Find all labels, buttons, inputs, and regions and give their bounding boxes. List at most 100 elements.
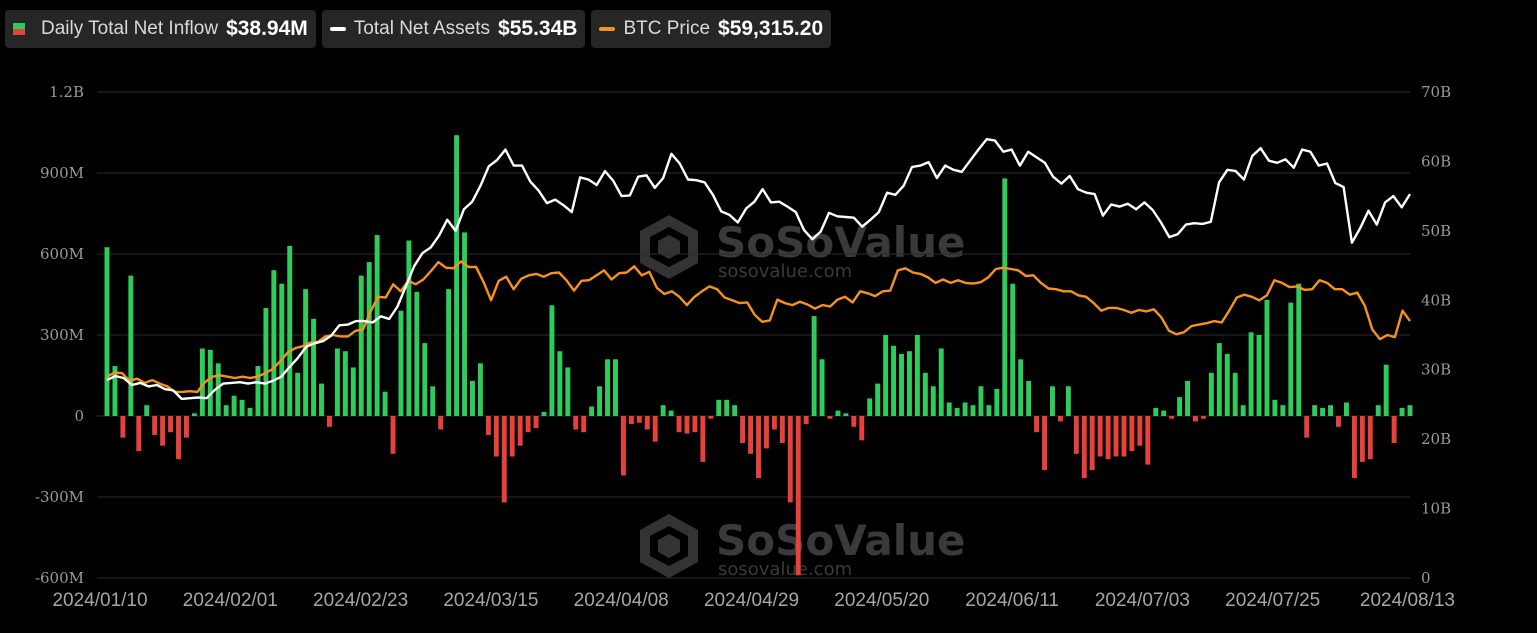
inflow-bar[interactable] — [1089, 416, 1095, 470]
inflow-bar[interactable] — [1161, 410, 1167, 416]
inflow-bar[interactable] — [1399, 407, 1405, 416]
inflow-bar[interactable] — [994, 389, 1000, 416]
inflow-bar[interactable] — [954, 407, 960, 416]
inflow-bar[interactable] — [636, 416, 642, 423]
inflow-bar[interactable] — [1224, 353, 1230, 416]
inflow-bar[interactable] — [692, 416, 698, 433]
inflow-bar[interactable] — [597, 386, 603, 416]
inflow-bar[interactable] — [573, 416, 579, 430]
inflow-bar[interactable] — [454, 135, 460, 416]
inflow-bar[interactable] — [485, 416, 491, 435]
inflow-bar[interactable] — [311, 318, 317, 416]
inflow-bar[interactable] — [922, 372, 928, 416]
inflow-bar[interactable] — [1153, 407, 1159, 416]
inflow-bar[interactable] — [1256, 335, 1262, 416]
inflow-bar[interactable] — [891, 345, 897, 416]
inflow-bar[interactable] — [1026, 380, 1032, 416]
inflow-bar[interactable] — [946, 402, 952, 417]
inflow-bar[interactable] — [1383, 364, 1389, 416]
inflow-bar[interactable] — [263, 308, 269, 416]
inflow-bar[interactable] — [581, 416, 587, 433]
inflow-bar[interactable] — [350, 367, 356, 416]
inflow-bar[interactable] — [255, 366, 261, 416]
inflow-bar[interactable] — [374, 235, 380, 416]
inflow-bar[interactable] — [1113, 416, 1119, 457]
inflow-bar[interactable] — [652, 416, 658, 442]
inflow-bar[interactable] — [303, 289, 309, 416]
inflow-bar[interactable] — [1185, 380, 1190, 416]
inflow-bar[interactable] — [970, 405, 976, 416]
legend-item-btc-price[interactable]: BTC Price $59,315.20 — [591, 10, 832, 48]
total-net-assets-line[interactable] — [106, 137, 1412, 401]
inflow-bar[interactable] — [215, 363, 221, 416]
inflow-bar[interactable] — [334, 348, 340, 417]
inflow-bar[interactable] — [875, 383, 881, 416]
inflow-bar[interactable] — [756, 416, 761, 479]
inflow-bar[interactable] — [358, 275, 364, 416]
inflow-bar[interactable] — [1375, 405, 1381, 416]
inflow-bar[interactable] — [398, 310, 404, 416]
inflow-bar[interactable] — [1359, 416, 1365, 462]
inflow-bar[interactable] — [883, 335, 889, 416]
inflow-bar[interactable] — [319, 383, 324, 416]
inflow-bar[interactable] — [1073, 416, 1079, 454]
inflow-bar[interactable] — [620, 416, 626, 476]
inflow-bar[interactable] — [1034, 416, 1040, 433]
inflow-bar[interactable] — [517, 416, 523, 446]
inflow-bar[interactable] — [247, 407, 253, 416]
inflow-bar[interactable] — [327, 416, 332, 427]
inflow-bar[interactable] — [1097, 416, 1103, 457]
inflow-bar[interactable] — [223, 405, 229, 416]
inflow-bar[interactable] — [1169, 416, 1175, 419]
inflow-bar[interactable] — [1010, 283, 1016, 416]
inflow-bar[interactable] — [557, 351, 563, 416]
inflow-bar[interactable] — [914, 335, 920, 416]
inflow-bar[interactable] — [906, 351, 912, 416]
inflow-bar[interactable] — [660, 405, 666, 416]
inflow-bar[interactable] — [628, 416, 634, 425]
inflow-bar[interactable] — [795, 416, 801, 576]
inflow-bar[interactable] — [1200, 416, 1206, 419]
inflow-bar[interactable] — [1296, 283, 1302, 416]
inflow-bar[interactable] — [1193, 416, 1198, 422]
inflow-bar[interactable] — [279, 283, 285, 416]
inflow-bar[interactable] — [191, 413, 197, 416]
inflow-bar[interactable] — [867, 398, 873, 416]
inflow-bar[interactable] — [509, 416, 515, 457]
inflow-bar[interactable] — [176, 416, 181, 460]
inflow-bar[interactable] — [835, 410, 841, 416]
inflow-bar[interactable] — [1304, 416, 1310, 438]
inflow-bar[interactable] — [676, 416, 682, 433]
inflow-bar[interactable] — [1312, 405, 1318, 416]
inflow-bar[interactable] — [295, 372, 301, 416]
inflow-bar[interactable] — [1121, 416, 1127, 457]
inflow-bar[interactable] — [1145, 416, 1151, 465]
inflow-bar[interactable] — [1288, 302, 1294, 416]
inflow-bar[interactable] — [239, 399, 245, 416]
inflow-bar[interactable] — [930, 386, 936, 416]
inflow-bar[interactable] — [160, 416, 166, 446]
inflow-bar[interactable] — [152, 416, 158, 435]
inflow-bar[interactable] — [1002, 178, 1008, 416]
inflow-bar[interactable] — [644, 416, 650, 430]
inflow-bar[interactable] — [183, 416, 189, 438]
inflow-bar[interactable] — [740, 416, 746, 443]
inflow-bar[interactable] — [1351, 416, 1357, 479]
inflow-bar[interactable] — [366, 262, 372, 416]
inflow-bar[interactable] — [684, 416, 690, 434]
inflow-bar[interactable] — [819, 359, 825, 416]
btc-price-line[interactable] — [106, 260, 1411, 394]
inflow-bar[interactable] — [613, 359, 618, 416]
inflow-bar[interactable] — [1248, 332, 1254, 416]
inflow-bar[interactable] — [1081, 416, 1087, 479]
inflow-bar[interactable] — [414, 291, 420, 416]
inflow-bar[interactable] — [1343, 402, 1349, 417]
inflow-bar[interactable] — [1232, 372, 1238, 416]
inflow-bar[interactable] — [708, 416, 714, 419]
inflow-bar[interactable] — [811, 316, 817, 416]
inflow-bar[interactable] — [1336, 416, 1341, 427]
inflow-bar[interactable] — [112, 366, 118, 416]
inflow-bar[interactable] — [446, 289, 452, 416]
inflow-bar[interactable] — [1177, 397, 1183, 416]
legend-item-total-net-assets[interactable]: Total Net Assets $55.34B — [321, 10, 586, 48]
